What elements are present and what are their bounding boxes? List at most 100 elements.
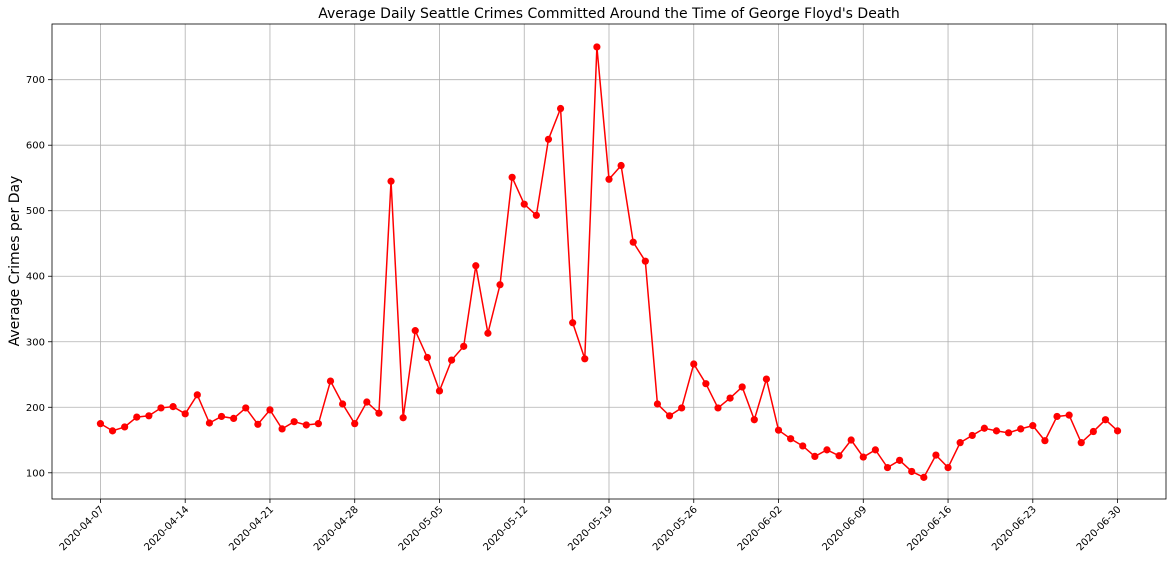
data-point bbox=[787, 435, 795, 443]
data-point bbox=[1029, 422, 1037, 430]
x-tick-label: 2020-05-26 bbox=[651, 504, 700, 553]
data-point bbox=[1041, 437, 1049, 445]
data-point bbox=[145, 412, 153, 420]
data-point bbox=[944, 463, 952, 472]
x-tick-label: 2020-05-05 bbox=[397, 504, 446, 553]
data-point bbox=[157, 404, 165, 412]
x-tick-label: 2020-06-23 bbox=[990, 504, 1039, 553]
series-red bbox=[96, 43, 1122, 481]
data-point bbox=[447, 356, 456, 364]
y-tick-label: 100 bbox=[26, 468, 45, 479]
data-point bbox=[181, 410, 189, 418]
data-point bbox=[423, 353, 431, 362]
y-tick-label: 500 bbox=[26, 206, 45, 217]
data-point bbox=[980, 424, 988, 432]
data-point bbox=[217, 412, 226, 421]
data-point bbox=[435, 387, 444, 395]
data-point bbox=[375, 409, 383, 417]
x-tick-label: 2020-06-30 bbox=[1075, 504, 1124, 553]
data-point bbox=[968, 431, 976, 440]
data-point bbox=[1089, 427, 1097, 436]
data-point bbox=[121, 423, 129, 431]
data-point bbox=[133, 413, 141, 421]
data-point bbox=[617, 161, 625, 170]
data-point bbox=[883, 463, 892, 472]
data-point bbox=[363, 398, 371, 406]
y-tick-label: 300 bbox=[26, 337, 45, 348]
data-point bbox=[932, 451, 940, 459]
data-point bbox=[108, 427, 117, 435]
data-point bbox=[1017, 425, 1025, 433]
data-point bbox=[230, 414, 238, 423]
data-point bbox=[835, 452, 843, 460]
data-point bbox=[690, 360, 698, 368]
y-tick-label: 600 bbox=[26, 141, 45, 152]
data-point bbox=[738, 383, 746, 391]
data-point bbox=[556, 104, 565, 113]
data-point bbox=[992, 427, 1001, 435]
data-point bbox=[811, 452, 819, 461]
x-tick-label: 2020-05-12 bbox=[481, 504, 530, 553]
data-point bbox=[411, 327, 419, 335]
data-point bbox=[254, 420, 262, 428]
data-point bbox=[169, 403, 177, 411]
data-point bbox=[1077, 439, 1085, 447]
data-point bbox=[920, 473, 928, 481]
x-tick-label: 2020-04-14 bbox=[142, 504, 191, 553]
y-tick-label: 700 bbox=[26, 75, 45, 86]
data-point bbox=[871, 446, 879, 454]
data-point bbox=[339, 400, 347, 408]
data-point bbox=[581, 355, 589, 363]
grid-lines bbox=[52, 24, 1166, 499]
y-axis-label: Average Crimes per Day bbox=[7, 176, 23, 347]
x-tick-label: 2020-04-07 bbox=[58, 504, 107, 553]
data-point bbox=[278, 425, 286, 433]
data-point bbox=[1113, 427, 1122, 435]
data-point bbox=[314, 420, 322, 428]
data-point bbox=[496, 281, 504, 289]
x-tick-label: 2020-06-09 bbox=[821, 504, 870, 553]
data-point bbox=[665, 412, 674, 420]
data-point bbox=[205, 419, 214, 427]
data-point bbox=[629, 238, 637, 246]
data-point bbox=[823, 446, 831, 454]
data-point bbox=[714, 404, 722, 412]
data-point bbox=[193, 391, 201, 399]
data-point bbox=[544, 135, 553, 143]
data-point bbox=[1053, 412, 1061, 421]
data-point bbox=[266, 406, 274, 414]
y-axis-ticks: 100 200 300 400 500 600 700 bbox=[26, 75, 52, 479]
data-point bbox=[605, 175, 613, 183]
data-point bbox=[956, 439, 964, 447]
x-tick-label: 2020-06-02 bbox=[736, 504, 785, 553]
data-point bbox=[762, 375, 771, 383]
data-point bbox=[896, 456, 904, 464]
data-point bbox=[1101, 416, 1110, 424]
data-point bbox=[750, 416, 758, 424]
data-point bbox=[1065, 411, 1073, 419]
data-point bbox=[774, 426, 783, 434]
data-point bbox=[859, 453, 867, 461]
data-point bbox=[678, 404, 686, 412]
x-axis-ticks: 2020-04-07 2020-04-14 2020-04-21 2020-04-28… bbox=[58, 499, 1124, 553]
y-tick-label: 200 bbox=[26, 403, 45, 414]
data-point bbox=[847, 436, 855, 444]
data-point bbox=[532, 211, 540, 219]
data-point bbox=[726, 394, 734, 402]
x-tick-label: 2020-06-16 bbox=[905, 504, 954, 553]
data-point bbox=[242, 404, 250, 412]
data-point bbox=[520, 200, 528, 208]
x-tick-label: 2020-04-21 bbox=[227, 504, 276, 553]
data-point bbox=[908, 467, 916, 476]
data-point bbox=[508, 173, 516, 181]
data-point bbox=[351, 420, 359, 428]
data-point bbox=[799, 442, 807, 450]
data-point bbox=[1004, 429, 1013, 437]
data-point bbox=[460, 342, 468, 350]
data-point bbox=[472, 262, 480, 270]
x-tick-label: 2020-04-28 bbox=[312, 504, 361, 553]
data-point bbox=[484, 329, 492, 337]
data-point bbox=[653, 400, 662, 408]
y-tick-label: 400 bbox=[26, 272, 45, 283]
